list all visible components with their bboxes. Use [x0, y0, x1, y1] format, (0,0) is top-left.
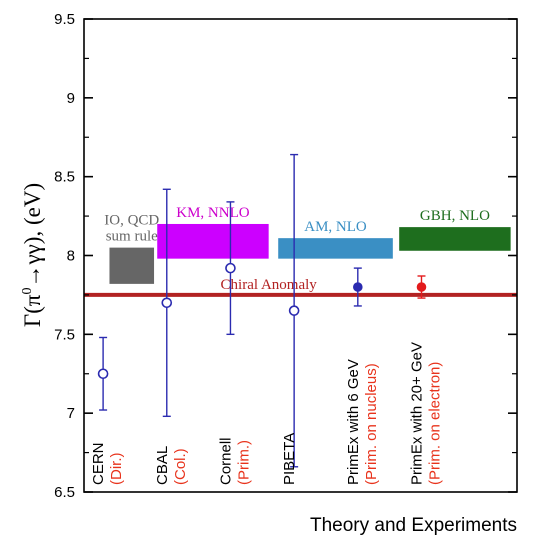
theory-band-2 [278, 238, 393, 259]
experiment-label-3: PIBETA [281, 433, 298, 485]
axes: 6.5 7 7.5 8 8.5 9 9.5 [54, 11, 518, 501]
y-tick-label-6: 9.5 [54, 11, 75, 28]
y-axis-label-post: →γγ), (eV) [20, 183, 45, 288]
experiment-name-4: PrimEx with 6 GeV [345, 359, 362, 485]
theory-band-label-1-0: KM, NNLO [176, 205, 249, 221]
data-point-0 [97, 368, 109, 380]
y-tick-label-4: 8.5 [54, 169, 75, 186]
y-axis-label-sup: 0 [20, 288, 35, 295]
y-axis-label: Γ(π0→γγ), (eV) [20, 183, 45, 327]
y-tick-label-2: 7.5 [54, 326, 75, 343]
experiment-name-3: PIBETA [281, 433, 298, 485]
experiment-points [97, 153, 427, 468]
y-tick-label-5: 9 [67, 90, 75, 107]
data-point-2 [225, 262, 236, 274]
y-axis-label-pre: Γ(π [20, 294, 45, 327]
experiment-method-4: (Prim. on nucleus) [363, 363, 380, 485]
y-tick-label-0: 6.5 [54, 484, 75, 501]
experiment-name-5: PrimEx with 20+ GeV [408, 342, 425, 485]
experiment-labels: CERN (Dir.) CBAL (Col.) Cornell (Prim.) PIBETA… [90, 342, 443, 485]
experiment-method-5: (Prim. on electron) [426, 362, 443, 485]
chiral-anomaly-group: Chiral Anomaly [84, 277, 517, 297]
experiment-label-1: CBAL (Col.) [154, 446, 189, 485]
y-tick-label-3: 8 [67, 248, 75, 265]
experiment-name-2: Cornell [217, 437, 234, 485]
experiment-label-2: Cornell (Prim.) [217, 437, 252, 485]
theory-band-0 [109, 247, 155, 284]
theory-band-label-2-0: AM, NLO [304, 219, 367, 235]
x-axis-label: Theory and Experiments [310, 515, 517, 536]
data-point-3 [288, 305, 300, 316]
experiment-label-5: PrimEx with 20+ GeV (Prim. on electron) [408, 342, 443, 485]
experiment-name-0: CERN [90, 442, 107, 485]
data-point-1 [161, 297, 173, 309]
experiment-label-4: PrimEx with 6 GeV (Prim. on nucleus) [345, 359, 380, 485]
experiment-method-2: (Prim.) [235, 440, 252, 485]
y-tick-label-1: 7 [67, 405, 75, 422]
experiment-label-0: CERN (Dir.) [90, 442, 125, 485]
theory-band-label-3-0: GBH, NLO [420, 208, 490, 224]
data-point-4 [353, 282, 363, 292]
theory-band-label-0-1: sum rule [106, 229, 158, 245]
data-point-5 [416, 282, 427, 292]
theory-band-3 [399, 227, 511, 251]
chiral-anomaly-label: Chiral Anomaly [221, 277, 318, 293]
experiment-method-1: (Col.) [172, 448, 189, 485]
experiment-method-0: (Dir.) [108, 453, 125, 486]
theory-band-label-0-0: IO, QCD [104, 213, 159, 229]
experiment-name-1: CBAL [154, 446, 171, 485]
theory-band-1 [157, 223, 269, 259]
